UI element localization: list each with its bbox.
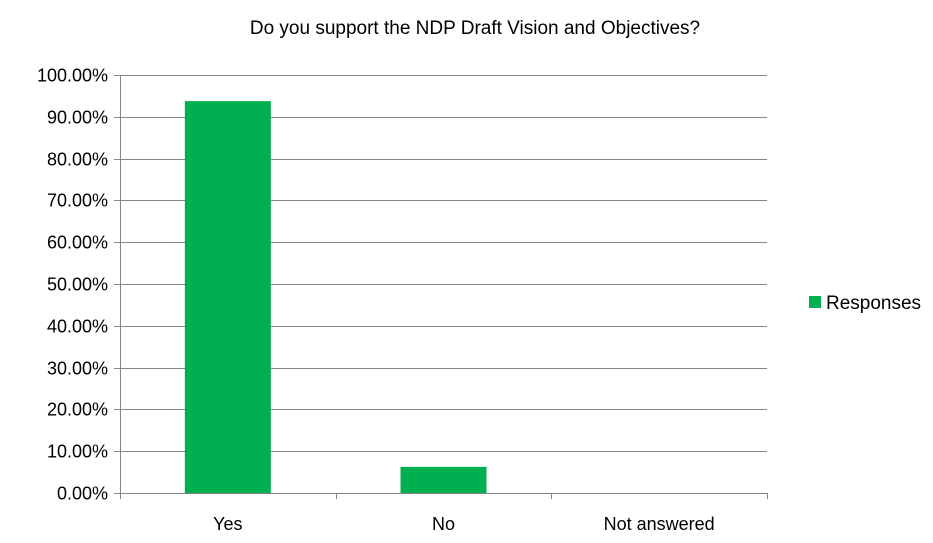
y-tick-label: 90.00% <box>47 108 108 128</box>
y-tick-label: 80.00% <box>47 150 108 170</box>
y-tick-label: 60.00% <box>47 233 108 253</box>
legend-swatch-responses <box>809 296 821 308</box>
y-tick-label: 40.00% <box>47 317 108 337</box>
y-tick-label: 0.00% <box>57 484 108 504</box>
bars <box>184 101 487 493</box>
x-tick-label: Yes <box>213 514 242 534</box>
y-tick-label: 100.00% <box>37 66 108 86</box>
y-tick-label: 50.00% <box>47 275 108 295</box>
bar-no <box>400 466 487 493</box>
legend: Responses <box>809 293 921 314</box>
x-tick-label: No <box>432 514 455 534</box>
y-axis-ticks: 0.00% 10.00% 20.00% 30.00% 40.00% 50.00% 60.00… <box>37 66 120 504</box>
y-tick-label: 30.00% <box>47 359 108 379</box>
x-tick-label: Not answered <box>604 514 715 534</box>
chart-title: Do you support the NDP Draft Vision and … <box>250 18 700 39</box>
legend-label-responses: Responses <box>826 293 921 314</box>
x-axis-ticks: Yes No Not answered <box>120 493 768 534</box>
y-tick-label: 20.00% <box>47 400 108 420</box>
y-tick-label: 70.00% <box>47 191 108 211</box>
bar-yes <box>184 101 271 493</box>
y-tick-label: 10.00% <box>47 442 108 462</box>
